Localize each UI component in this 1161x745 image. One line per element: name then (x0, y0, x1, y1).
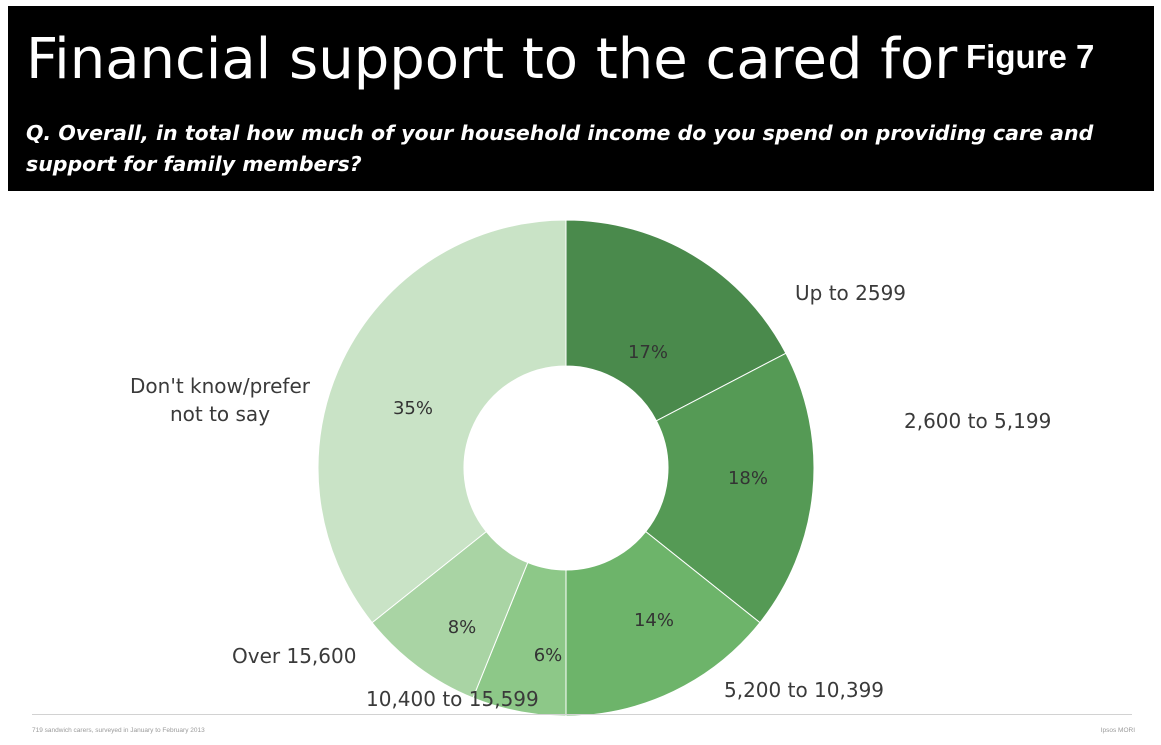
slice-category-label: 5,200 to 10,399 (724, 678, 884, 702)
footer-divider (32, 714, 1132, 715)
slices-layer (317, 219, 815, 717)
slice-category-label: Over 15,600 (232, 644, 356, 668)
slice-category-label: Up to 2599 (795, 281, 906, 305)
slice-value-label: 6% (534, 645, 563, 666)
slice-value-label: 18% (728, 468, 768, 489)
page-title: Financial support to the cared for (26, 27, 958, 92)
slice-category-label: 10,400 to 15,599 (366, 687, 539, 711)
slice-value-label: 35% (393, 398, 433, 419)
pie-slice (317, 219, 567, 624)
pie-slice (565, 530, 761, 717)
slice-value-label: 8% (448, 617, 477, 638)
slice-category-label: Don't know/prefer not to say (130, 374, 311, 426)
footer-brand: Ipsos MORI (1100, 727, 1135, 734)
survey-question: Q. Overall, in total how much of your ho… (26, 121, 1094, 176)
value-labels-layer: 17% 18% 14% 6% 8% 35% (393, 342, 768, 666)
slice-value-label: 17% (628, 342, 668, 363)
category-labels-layer: Up to 2599 2,600 to 5,199 5,200 to 10,399 1… (130, 281, 1051, 711)
figure-label: Figure 7 (966, 38, 1095, 75)
slice-value-label: 14% (634, 610, 674, 631)
footer-source-note: 719 sandwich carers, surveyed in January… (32, 727, 205, 734)
pie-slice (565, 219, 787, 422)
header-banner (8, 6, 1154, 191)
slice-category-label: 2,600 to 5,199 (904, 409, 1051, 433)
pie-slice (645, 352, 815, 624)
